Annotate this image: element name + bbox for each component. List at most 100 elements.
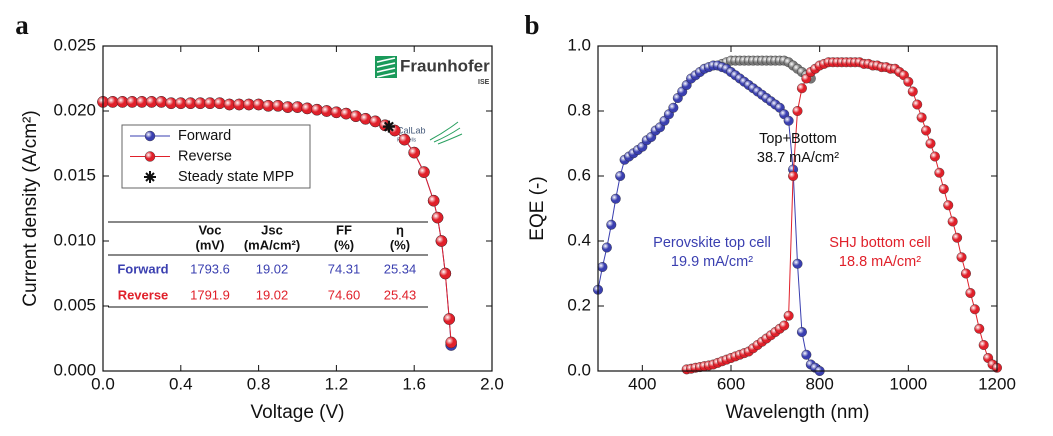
data-point [916,112,927,123]
data-point [126,96,138,108]
panel-label: a [15,10,29,40]
x-tick-label: 1.6 [402,374,426,393]
y-tick-label: 0.015 [53,165,96,184]
data-point [398,133,411,146]
y-tick-label: 0.6 [567,165,591,184]
data-point [262,100,275,112]
table-header: (mV) [196,237,225,252]
data-point [960,268,971,279]
x-tick-label: 1000 [889,374,927,393]
data-point [106,96,119,108]
table-cell: 1793.6 [190,261,230,276]
y-tick-label: 0.8 [567,100,591,119]
logo-text: CalLab [397,125,426,135]
x-tick-label: 0.8 [247,374,271,393]
data-point [301,102,313,115]
data-point [912,99,923,110]
annotation: SHJ bottom cell [829,235,931,251]
y-tick-label: 0.025 [53,35,96,54]
y-tick-label: 0.2 [567,295,591,314]
data-point [340,107,352,120]
data-point [439,267,452,280]
data-point [136,96,148,108]
x-tick-label: 1.2 [325,374,349,393]
legend-marker [144,151,156,162]
data-point [783,115,794,126]
data-point [427,194,440,207]
y-tick-label: 0.005 [53,295,96,314]
legend-label: Reverse [178,148,232,164]
data-point [175,97,187,109]
table-row-name: Forward [117,261,168,276]
x-axis-label: Wavelength (nm) [726,402,870,423]
legend-marker [144,130,156,142]
table-cell: 19.02 [256,261,289,276]
data-point [311,103,323,116]
table-header: (mA/cm²) [244,237,300,252]
panel-label: b [524,10,539,40]
data-point [947,216,958,227]
data-point [668,102,679,113]
annotation: 38.7 mA/cm² [757,150,839,166]
table-cell: 74.31 [328,261,361,276]
table-cell: 25.34 [384,261,417,276]
logo-text: Fraunhofer [400,56,490,75]
annotation: 18.8 mA/cm² [839,254,921,270]
data-point [610,193,621,204]
data-point [291,101,304,113]
y-tick-label: 0.4 [567,230,591,249]
data-point [223,98,236,111]
data-point [615,171,626,181]
data-point [788,171,799,181]
data-point [796,83,807,94]
data-point [165,97,177,109]
data-point [801,349,812,360]
table-cell: 74.60 [328,287,361,302]
table-row-name: Reverse [118,287,169,302]
data-point [597,262,608,272]
table-cell: 19.02 [256,287,289,302]
data-point [281,101,294,113]
data-point [978,340,989,350]
data-point [974,323,985,334]
data-point [606,219,617,230]
data-point [233,98,245,111]
data-point [213,97,226,109]
plot-frame [102,45,493,372]
data-point [418,166,430,178]
data-point [204,97,216,109]
data-point [445,336,457,349]
logo-text: ISE [478,79,490,86]
annotation: Perovskite top cell [653,235,771,251]
x-tick-label: 2.0 [480,374,504,393]
data-point [272,100,284,112]
data-point [969,304,980,315]
x-tick-label: 400 [628,374,656,393]
fraunhofer-icon [375,56,397,78]
data-point [320,105,333,117]
data-point [956,252,967,263]
data-point [907,86,918,97]
data-point [903,76,914,87]
table-header: (%) [334,237,354,252]
legend-label: Forward [178,128,231,144]
y-tick-label: 0.020 [53,100,96,119]
x-tick-label: 600 [717,374,745,393]
data-point [443,313,455,325]
data-point [194,97,207,109]
data-point [938,184,949,194]
data-point [952,232,963,243]
data-point [921,125,932,136]
plot-frame [597,45,998,372]
table-header: Jsc [261,222,283,237]
data-point [431,211,444,224]
x-tick-label: 800 [805,374,833,393]
table-header: (%) [390,237,410,252]
series-line [686,61,998,370]
data-point [252,98,265,111]
table-cell: 1791.9 [190,287,230,302]
data-point [792,106,803,116]
y-tick-label: 0.000 [53,360,96,379]
